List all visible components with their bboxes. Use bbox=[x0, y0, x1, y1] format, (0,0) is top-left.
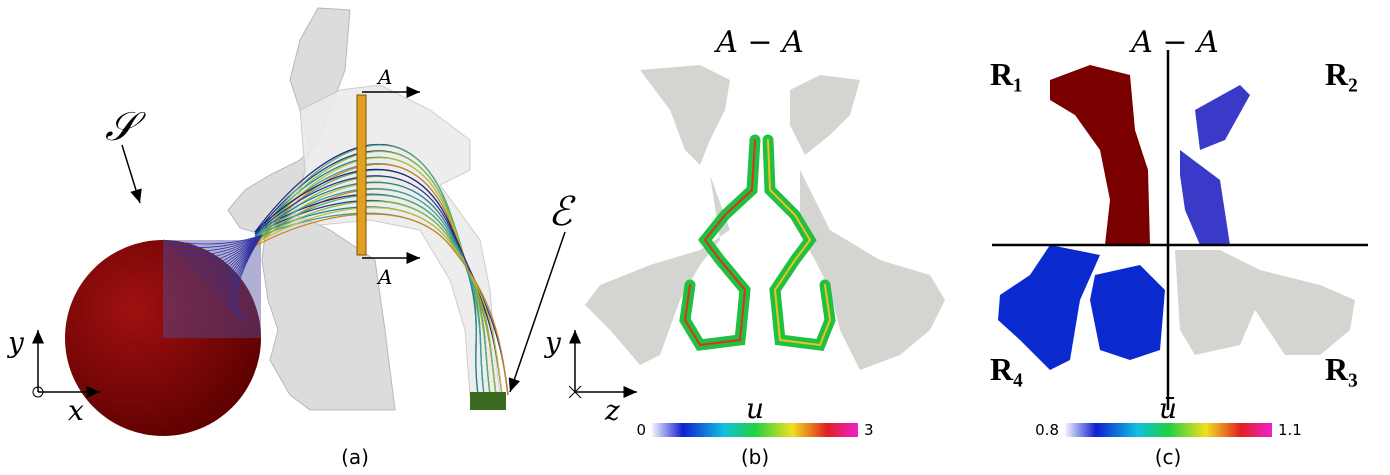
axis-label: y bbox=[543, 326, 562, 359]
region-4 bbox=[998, 245, 1165, 370]
section-label: A bbox=[376, 65, 392, 89]
shape bbox=[640, 65, 730, 165]
section-title: A − A bbox=[1128, 25, 1219, 60]
axis-label: y bbox=[6, 326, 25, 359]
colorbar-max: 3 bbox=[864, 421, 874, 439]
pointer bbox=[510, 232, 565, 392]
panel-a: A A 𝒮 ℰ y x (a) bbox=[6, 8, 576, 469]
colorbar bbox=[652, 423, 858, 437]
caption: (c) bbox=[1155, 445, 1182, 469]
axis-label: x bbox=[68, 394, 84, 427]
shape bbox=[790, 75, 860, 155]
sphere-label: 𝒮 bbox=[105, 104, 146, 150]
section-title: A − A bbox=[713, 25, 804, 60]
colorbar bbox=[1065, 423, 1272, 437]
figure: A A 𝒮 ℰ y x (a) A − A y z u 0 3 (b) A − … bbox=[0, 0, 1390, 475]
colorbar-label: ū bbox=[1159, 392, 1177, 425]
shape bbox=[585, 175, 730, 365]
sinus-gray bbox=[585, 65, 945, 370]
panel-c: A − A R₁ R₂ R₃ R₄ ū 0.8 1.1 (c) bbox=[990, 25, 1368, 469]
axis-label: z bbox=[604, 394, 620, 427]
colorbar-max: 1.1 bbox=[1278, 421, 1302, 439]
exit-label: ℰ bbox=[548, 189, 576, 235]
region-3 bbox=[1175, 250, 1355, 355]
exit-patch bbox=[470, 392, 506, 410]
caption: (a) bbox=[341, 445, 369, 469]
region-label: R₂ bbox=[1325, 56, 1358, 92]
region-label: R₄ bbox=[990, 351, 1023, 387]
region-2 bbox=[1180, 85, 1250, 245]
colorbar-label: u bbox=[746, 392, 764, 425]
region-label: R₁ bbox=[990, 56, 1023, 92]
colorbar-min: 0.8 bbox=[1035, 421, 1059, 439]
region-1 bbox=[1050, 65, 1150, 245]
page: A A 𝒮 ℰ y x (a) A − A y z u 0 3 (b) A − … bbox=[0, 0, 1390, 475]
section-label: A bbox=[376, 265, 392, 289]
region-label: R₃ bbox=[1325, 351, 1358, 387]
colorbar-min: 0 bbox=[636, 421, 646, 439]
caption: (b) bbox=[741, 445, 769, 469]
pointer bbox=[122, 145, 140, 203]
shape bbox=[685, 140, 755, 345]
panel-b: A − A y z u 0 3 (b) bbox=[543, 25, 945, 469]
velocity-field bbox=[685, 140, 830, 345]
section-plane bbox=[357, 95, 366, 255]
